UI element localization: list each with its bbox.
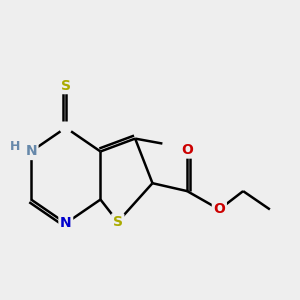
Text: N: N [25,145,37,158]
Text: S: S [113,215,123,229]
Text: O: O [213,202,225,216]
Text: O: O [181,143,193,157]
Text: S: S [61,79,71,93]
Text: H: H [10,140,20,153]
Text: N: N [60,216,72,230]
